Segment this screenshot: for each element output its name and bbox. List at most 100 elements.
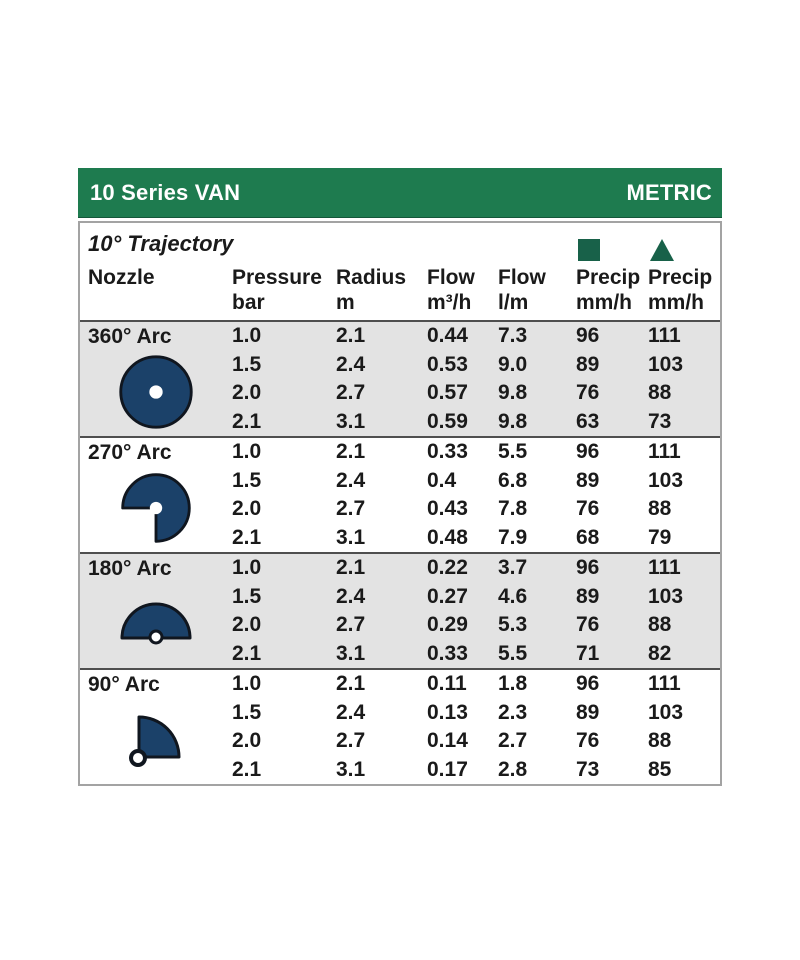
table-cell: 0.29 [427,613,468,636]
table-cell: 71 [576,641,600,665]
table-cell: 1.5 [232,700,262,724]
table-content: 10° Trajectory Nozzle [78,221,722,786]
table-cell: 3.1 [336,641,366,665]
trajectory-row: 10° Trajectory [80,223,720,265]
table-cell: 0.53 [427,352,468,376]
table-cell: 7.8 [498,497,528,520]
table-cell: 89 [576,700,600,724]
arc-section-90: 90° Arc 1.0 1.5 2.0 2.1 2.1 [80,668,720,784]
table-cell: 2.3 [498,700,528,724]
square-icon [578,239,600,261]
table-cell: 0.11 [427,672,467,695]
table-cell: 2.7 [336,613,366,636]
arc-section-270: 270° Arc 1.0 1.5 2.0 2.1 2.1 [80,436,720,552]
table-cell: 68 [576,525,600,549]
col-header-flow-lm: Flow l/m [498,266,546,314]
table-cell: 79 [648,525,672,549]
col-precip-square-values: 96 89 76 63 [576,322,648,436]
table-title-bar: 10 Series VAN METRIC [78,168,722,218]
col-pressure-values: 1.0 1.5 2.0 2.1 [232,322,336,436]
table-cell: 89 [576,468,600,492]
arc-label-270: 270° Arc [88,441,172,464]
col-precip-square-values: 96 89 76 71 [576,554,648,668]
table-cell: 2.1 [232,757,262,781]
nozzle-cell-90: 90° Arc [80,670,232,784]
nozzle-cell-360: 360° Arc [80,322,232,436]
table-cell: 0.17 [427,757,468,781]
col-flow-m3h-values: 0.44 0.53 0.57 0.59 [427,322,498,436]
nozzle-cell-270: 270° Arc [80,438,232,552]
table-cell: 2.7 [336,381,366,404]
table-cell: 96 [576,556,600,579]
table-cell: 3.1 [336,525,366,549]
table-cell: 111 [648,324,681,347]
table-cell: 2.1 [232,641,262,665]
table-cell: 5.3 [498,613,528,636]
table-cell: 6.8 [498,468,528,492]
nozzle-arc-90-icon [129,715,181,767]
table-cell: 2.0 [232,613,262,636]
table-cell: 1.0 [232,440,262,463]
col-radius-values: 2.1 2.4 2.7 3.1 [336,554,427,668]
table-cell: 88 [648,497,672,520]
col-radius-values: 2.1 2.4 2.7 3.1 [336,438,427,552]
precip-square-legend [576,239,648,265]
table-cell: 0.57 [427,381,468,404]
table-cell: 96 [576,324,600,347]
triangle-icon [650,239,674,261]
table-cell: 2.8 [498,757,528,781]
table-cell: 5.5 [498,641,528,665]
table-cell: 63 [576,409,600,433]
col-precip-triangle-values: 111 103 88 85 [648,670,720,784]
table-cell: 7.3 [498,324,528,347]
spec-table-card: 10 Series VAN METRIC 10° Trajectory [78,168,722,786]
table-cell: 5.5 [498,440,528,463]
col-precip-square-values: 96 89 76 68 [576,438,648,552]
col-precip-square-values: 96 89 76 73 [576,670,648,784]
column-header-row: Nozzle Pressure bar Radius m Flow m³/h F… [80,265,720,320]
table-cell: 2.1 [336,440,366,463]
table-cell: 103 [648,352,684,376]
table-cell: 2.7 [336,497,366,520]
col-header-precip-triangle: Precip mm/h [648,266,713,314]
table-cell: 89 [576,584,600,608]
table-cell: 76 [576,729,600,752]
table-cell: 0.22 [427,556,468,579]
table-cell: 1.5 [232,584,262,608]
table-cell: 0.14 [427,729,468,752]
table-cell: 88 [648,613,672,636]
col-flow-m3h-values: 0.22 0.27 0.29 0.33 [427,554,498,668]
table-cell: 2.1 [232,525,262,549]
table-cell: 1.5 [232,352,262,376]
table-title: 10 Series VAN [90,179,241,205]
table-cell: 103 [648,584,684,608]
col-precip-triangle-values: 111 103 88 73 [648,322,720,436]
table-cell: 0.4 [427,468,457,492]
table-cell: 2.7 [498,729,528,752]
table-cell: 0.44 [427,324,468,347]
col-flow-lm-values: 5.5 6.8 7.8 7.9 [498,438,576,552]
col-flow-lm-values: 1.8 2.3 2.7 2.8 [498,670,576,784]
table-cell: 9.8 [498,381,528,404]
col-header-precip-square: Precip mm/h [576,266,641,314]
table-cell: 9.8 [498,409,528,433]
table-cell: 111 [648,672,681,695]
col-header-radius: Radius m [336,266,407,314]
table-cell: 0.48 [427,525,468,549]
table-cell: 76 [576,497,600,520]
unit-system-label: METRIC [626,179,712,205]
precip-triangle-legend [648,239,720,265]
table-cell: 103 [648,468,684,492]
table-cell: 2.4 [336,700,366,724]
trajectory-label: 10° Trajectory [88,231,234,256]
col-header-nozzle: Nozzle [88,266,155,289]
table-cell: 103 [648,700,684,724]
table-cell: 2.0 [232,497,262,520]
table-cell: 2.1 [232,409,262,433]
table-cell: 96 [576,672,600,695]
table-cell: 76 [576,613,600,636]
col-radius-values: 2.1 2.4 2.7 3.1 [336,670,427,784]
table-cell: 0.33 [427,440,468,463]
col-flow-lm-values: 3.7 4.6 5.3 5.5 [498,554,576,668]
table-cell: 3.1 [336,409,366,433]
